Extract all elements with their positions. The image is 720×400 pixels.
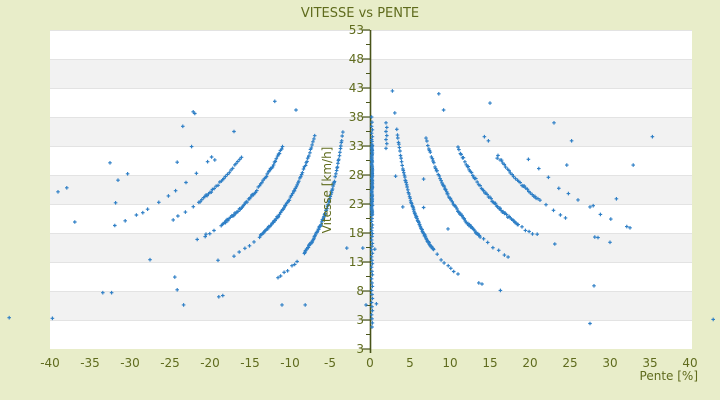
series-gear4-left-tail [171, 204, 196, 222]
y-tick-label: 8 [356, 284, 364, 298]
x-tick-label: -10 [280, 356, 300, 370]
x-tick-label: 15 [482, 356, 498, 370]
x-axis-title: Pente [%] [639, 369, 698, 383]
series-gear3-right-tail [520, 225, 535, 236]
y-tick-label: 38 [348, 110, 364, 124]
x-tick-label: -20 [200, 356, 220, 370]
x-tick-label: 40 [682, 356, 698, 370]
y-tick-label: 48 [348, 52, 364, 66]
series-gear2-right-tail [481, 237, 510, 259]
series-pente-zero-column-dense [369, 142, 375, 218]
series-gear1-left-dense [302, 130, 345, 256]
y-axis-title: Vitesse [km/h] [320, 146, 334, 234]
x-tick-label: 35 [642, 356, 658, 370]
y-tick-label: 53 [348, 23, 364, 37]
series-pente-zero-column-sparse [345, 115, 389, 329]
y-tick-label: 18 [348, 226, 364, 240]
series-gear2-right-dense [424, 136, 482, 239]
series-gear2-left-dense [257, 133, 317, 240]
series-gear1-right-tail [435, 252, 460, 276]
y-tick-label: 43 [348, 81, 364, 95]
series-gear5-right-sparse [526, 157, 632, 230]
series-gear4-right-dense [496, 153, 542, 202]
y-tick-label: 28 [348, 168, 364, 182]
y-tick-label: 23 [348, 197, 364, 211]
x-tick-label: -5 [324, 356, 336, 370]
series-gear4-right-tail [544, 202, 568, 220]
x-tick-label: -15 [240, 356, 260, 370]
x-tick-label: 25 [562, 356, 578, 370]
series-gear3-left-dense [219, 144, 285, 228]
x-tick-label: -25 [160, 356, 180, 370]
y-tick-label: 3 [356, 342, 364, 356]
series-gear1-right-dense [395, 127, 436, 252]
y-tick-label: 3 [356, 313, 364, 327]
chart-title: VITESSE vs PENTE [300, 6, 420, 21]
x-tick-label: 5 [406, 356, 414, 370]
series-gear4-left-dense [197, 155, 244, 205]
series-gear2-left-tail [232, 240, 256, 258]
plot-area [7, 29, 715, 353]
x-tick-label: 30 [602, 356, 618, 370]
series-gear5-left-sparse [113, 159, 210, 228]
series-gear3-right-dense [456, 145, 520, 227]
series-outliers-right [390, 89, 715, 326]
x-tick-label: 10 [442, 356, 458, 370]
y-tick-label: 33 [348, 139, 364, 153]
x-tick-label: -35 [80, 356, 100, 370]
x-tick-label: 0 [366, 356, 374, 370]
series-outliers-left [7, 99, 307, 321]
y-tick-label: 13 [348, 255, 364, 269]
x-tick-label: -40 [40, 356, 60, 370]
series-gear1-left-tail [276, 259, 299, 280]
x-tick-label: -30 [120, 356, 140, 370]
x-tick-label: 20 [522, 356, 538, 370]
series-gear3-left-tail [203, 228, 216, 239]
